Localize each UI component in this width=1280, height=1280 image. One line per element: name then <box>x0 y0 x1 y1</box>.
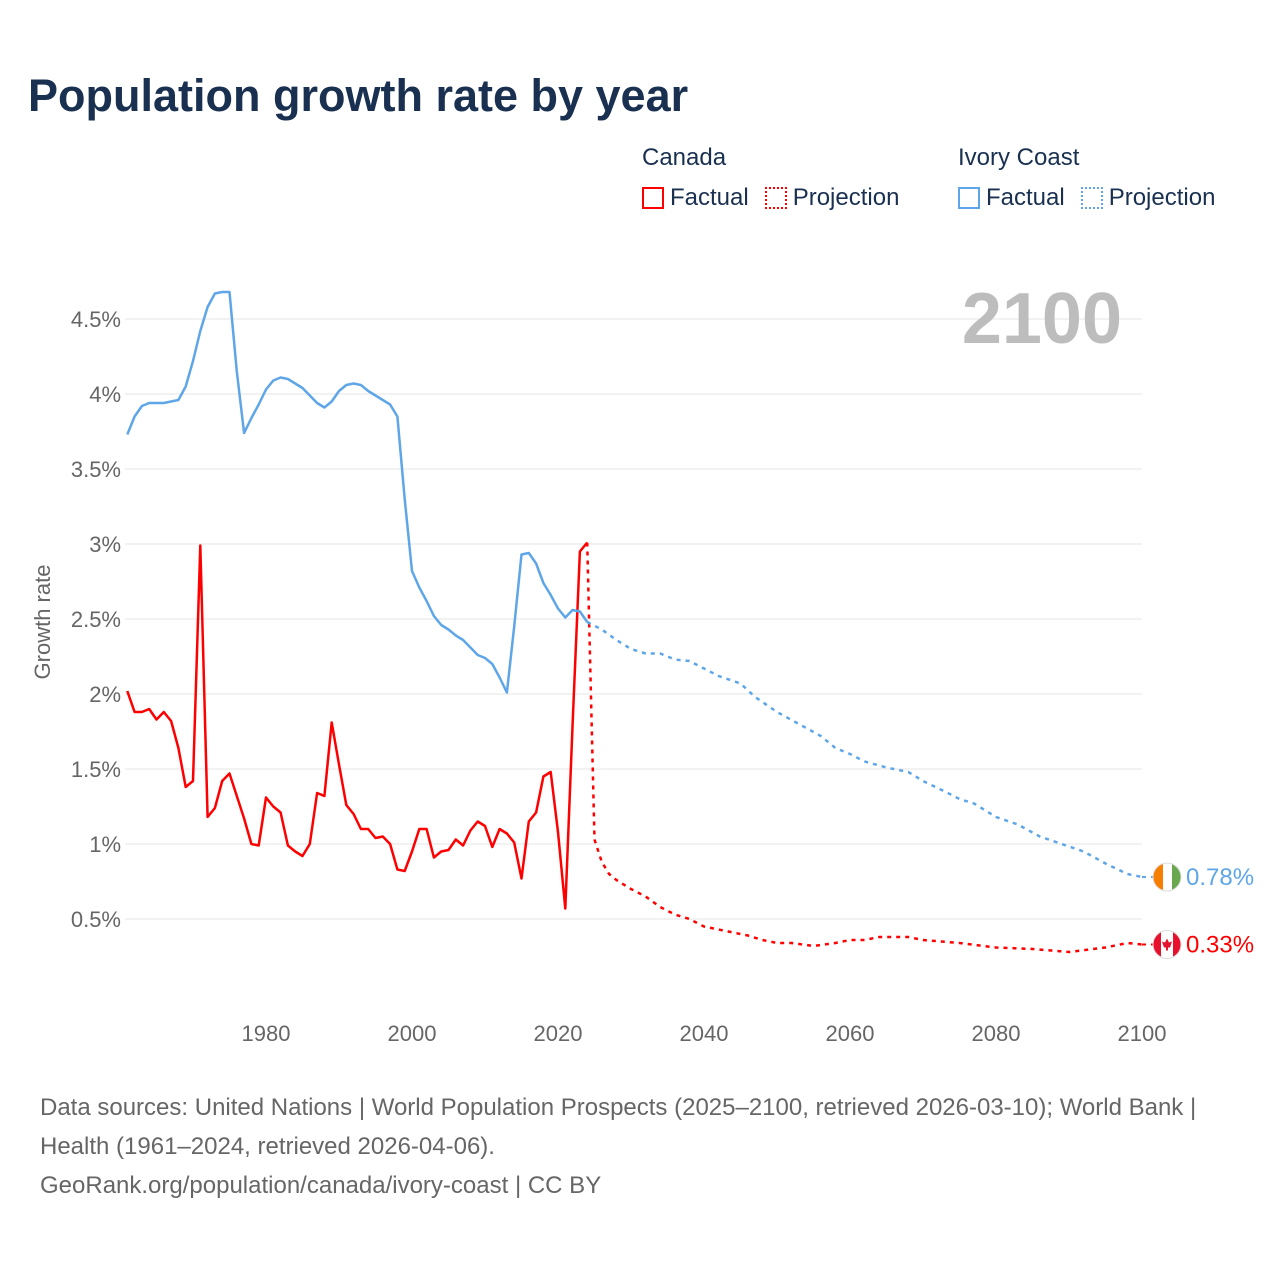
legend-ivory-coast: Ivory Coast Factual Projection <box>958 144 1215 212</box>
y-tick-label: 2% <box>89 682 121 707</box>
legend-title-canada: Canada <box>642 144 727 171</box>
dotted-swatch-icon <box>764 187 787 209</box>
line-ivory-coast-factual <box>126 290 589 694</box>
page-title: Population growth rate by year <box>28 70 689 121</box>
legend-label: Projection <box>1108 184 1216 211</box>
flag-body <box>1153 863 1181 891</box>
x-tick-label: 2020 <box>534 1021 583 1046</box>
legend-label: Projection <box>792 184 900 211</box>
y-tick-label: 4% <box>89 382 121 407</box>
end-value-label-ivory-coast: 0.78% <box>1186 864 1254 891</box>
ivory-coast-flag-icon <box>1152 862 1182 892</box>
y-tick-label: 0.5% <box>71 907 121 932</box>
legend-canada-factual[interactable]: Factual <box>642 184 749 212</box>
x-tick-label: 2080 <box>972 1021 1021 1046</box>
y-tick-label: 1.5% <box>71 757 121 782</box>
flag-red-right <box>1173 930 1181 959</box>
legend-canada: Canada Factual Projection <box>642 144 899 212</box>
legend-canada-projection[interactable]: Projection <box>764 184 900 212</box>
y-axis-label: Growth rate <box>30 565 55 680</box>
flag-body <box>1153 930 1181 959</box>
line-canada-factual <box>126 541 589 910</box>
flag-orange <box>1153 863 1163 891</box>
flag-green <box>1172 863 1181 891</box>
x-tick-label: 2000 <box>388 1021 437 1046</box>
footer: Data sources: United Nations | World Pop… <box>40 1088 1230 1205</box>
x-tick-label: 2100 <box>1118 1021 1167 1046</box>
flag-red-left <box>1153 930 1161 959</box>
legend-label: Factual <box>670 184 749 211</box>
line-canada-projection <box>585 542 1143 954</box>
y-tick-label: 3.5% <box>71 457 121 482</box>
flag-border <box>1152 930 1182 959</box>
legend-title-ivory-coast: Ivory Coast <box>958 144 1080 171</box>
x-tick-label: 2060 <box>826 1021 875 1046</box>
y-tick-label: 2.5% <box>71 607 121 632</box>
x-tick-label: 2040 <box>680 1021 729 1046</box>
flag-white <box>1163 863 1172 891</box>
credit-link[interactable]: GeoRank.org/population/canada/ivory-coas… <box>40 1172 602 1199</box>
canada-flag-icon <box>1152 930 1182 959</box>
legend-ivory-coast-projection[interactable]: Projection <box>1080 184 1216 212</box>
legend-label: Factual <box>986 184 1065 211</box>
solid-swatch-icon <box>642 187 664 209</box>
y-tick-label: 4.5% <box>71 307 121 332</box>
x-tick-label: 1980 <box>242 1021 291 1046</box>
flag-border <box>1152 862 1182 892</box>
maple-leaf-icon <box>1162 938 1172 951</box>
legend-ivory-coast-factual[interactable]: Factual <box>958 184 1065 212</box>
solid-swatch-icon <box>958 187 980 209</box>
y-tick-label: 1% <box>89 832 121 857</box>
current-year-label: 2100 <box>961 279 1122 359</box>
dotted-swatch-icon <box>1080 187 1103 209</box>
end-value-label-canada: 0.33% <box>1186 932 1254 959</box>
data-sources: Data sources: United Nations | World Pop… <box>40 1094 1197 1160</box>
y-tick-label: 3% <box>89 532 121 557</box>
line-ivory-coast-projection <box>586 620 1143 879</box>
